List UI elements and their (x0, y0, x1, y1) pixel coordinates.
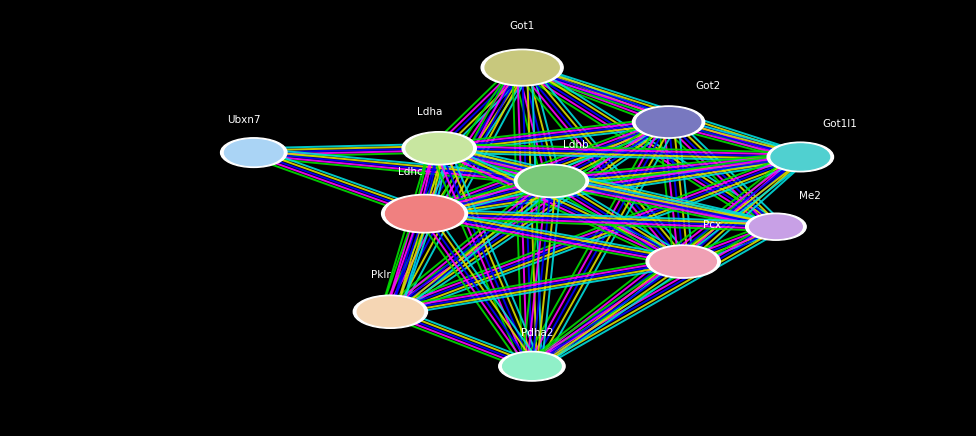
Circle shape (221, 138, 287, 167)
Circle shape (382, 194, 468, 233)
Circle shape (485, 51, 559, 84)
Text: Ldhb: Ldhb (563, 140, 589, 150)
Text: Ldhc: Ldhc (397, 167, 423, 177)
Circle shape (499, 351, 565, 381)
Text: Pdha2: Pdha2 (520, 328, 553, 338)
Text: Got2: Got2 (695, 81, 720, 91)
Circle shape (357, 297, 424, 327)
Circle shape (750, 215, 802, 238)
Text: Me2: Me2 (799, 191, 821, 201)
Circle shape (406, 133, 472, 163)
Text: Pklr: Pklr (371, 270, 390, 280)
Circle shape (646, 245, 720, 278)
Circle shape (402, 132, 476, 165)
Circle shape (650, 247, 716, 276)
Circle shape (636, 108, 701, 136)
Circle shape (771, 144, 830, 170)
Text: Pcx: Pcx (704, 220, 721, 230)
Text: Got1l1: Got1l1 (822, 119, 857, 129)
Circle shape (353, 295, 427, 328)
Circle shape (224, 140, 283, 166)
Circle shape (767, 142, 834, 172)
Circle shape (514, 164, 589, 198)
Text: Ubxn7: Ubxn7 (227, 115, 261, 125)
Text: Got1: Got1 (509, 21, 535, 31)
Circle shape (503, 353, 561, 379)
Circle shape (632, 106, 705, 138)
Text: Ldha: Ldha (417, 107, 442, 117)
Circle shape (518, 166, 585, 196)
Circle shape (386, 196, 464, 231)
Circle shape (746, 213, 806, 240)
Circle shape (481, 49, 563, 86)
